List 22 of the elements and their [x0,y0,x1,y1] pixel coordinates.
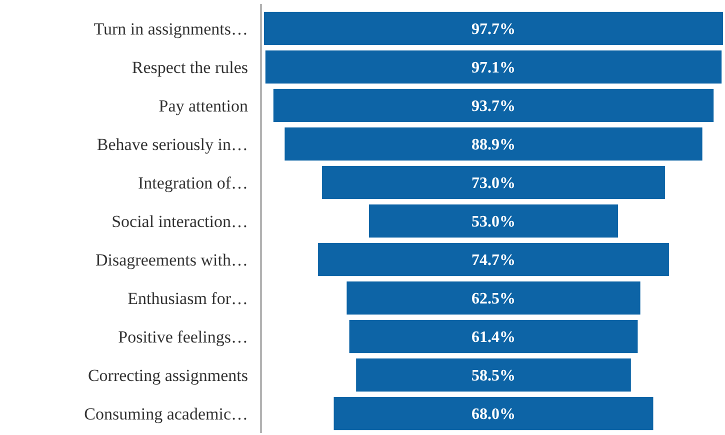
category-label: Integration of… [138,173,248,192]
data-label: 61.4% [472,329,516,346]
data-label: 88.9% [472,136,516,154]
data-label: 58.5% [472,368,516,385]
data-label: 74.7% [472,252,516,270]
category-label: Pay attention [158,96,248,116]
category-label: Social interaction… [112,212,248,231]
category-label: Consuming academic… [84,404,248,424]
data-label: 97.1% [472,60,516,77]
category-label: Positive feelings… [118,327,248,346]
category-label: Disagreements with… [96,250,248,270]
data-label: 97.7% [472,21,516,38]
category-label: Enthusiasm for… [128,288,248,308]
data-label: 53.0% [472,214,516,231]
category-label: Correcting assignments [88,366,248,385]
data-label: 68.0% [472,406,516,424]
category-label: Respect the rules [132,58,248,77]
data-label: 62.5% [472,290,516,308]
category-label: Behave seriously in… [96,134,248,154]
data-label: 73.0% [472,175,516,192]
category-label: Turn in assignments… [94,19,248,38]
data-label: 93.7% [472,98,516,116]
